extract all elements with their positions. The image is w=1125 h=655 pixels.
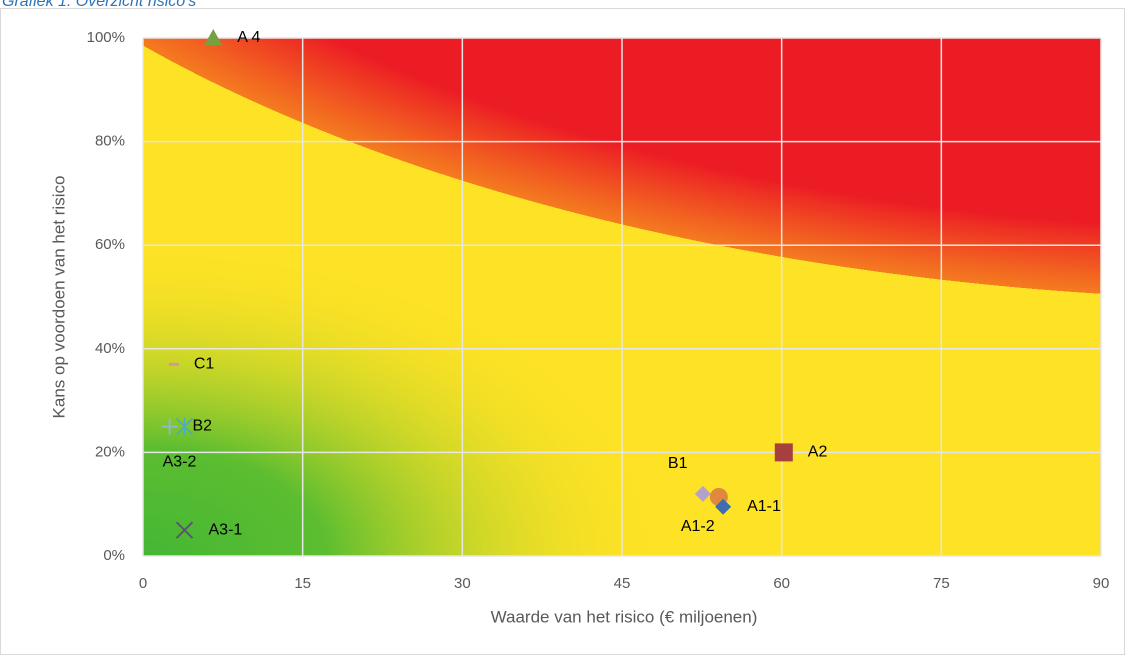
x-tick-label: 0 — [139, 575, 147, 592]
data-point — [161, 418, 178, 435]
point-label: A3-1 — [209, 521, 243, 538]
x-tick-label: 30 — [454, 575, 471, 592]
x-tick-label: 15 — [294, 575, 311, 592]
data-point — [175, 417, 194, 436]
x-tick-label: 90 — [1093, 575, 1110, 592]
data-point — [694, 485, 711, 502]
x-axis-title: Waarde van het risico (€ miljoenen) — [491, 607, 758, 626]
chart-title: Grafiek 1: Overzicht risico's — [2, 0, 196, 10]
data-point — [175, 521, 194, 539]
data-point — [204, 29, 223, 46]
point-label: A1-1 — [747, 498, 781, 515]
y-tick-label: 20% — [95, 443, 125, 460]
y-tick-label: 40% — [95, 340, 125, 357]
x-tick-label: 45 — [614, 575, 631, 592]
point-label: C1 — [194, 356, 215, 373]
y-tick-label: 0% — [103, 547, 125, 564]
point-label: A3-2 — [163, 454, 197, 471]
point-label: B2 — [193, 418, 213, 435]
x-tick-label: 60 — [773, 575, 790, 592]
x-tick-label: 75 — [933, 575, 950, 592]
y-tick-label: 60% — [95, 236, 125, 253]
point-label: A 4 — [237, 29, 260, 46]
y-tick-label: 100% — [87, 29, 125, 46]
y-tick-label: 80% — [95, 133, 125, 150]
data-point — [774, 443, 793, 462]
point-label: A1-2 — [681, 518, 715, 535]
y-axis-title: Kans op voordoen van het risico — [49, 176, 68, 419]
point-label: A2 — [808, 444, 828, 461]
point-label: B1 — [668, 455, 688, 472]
data-point — [715, 498, 732, 515]
